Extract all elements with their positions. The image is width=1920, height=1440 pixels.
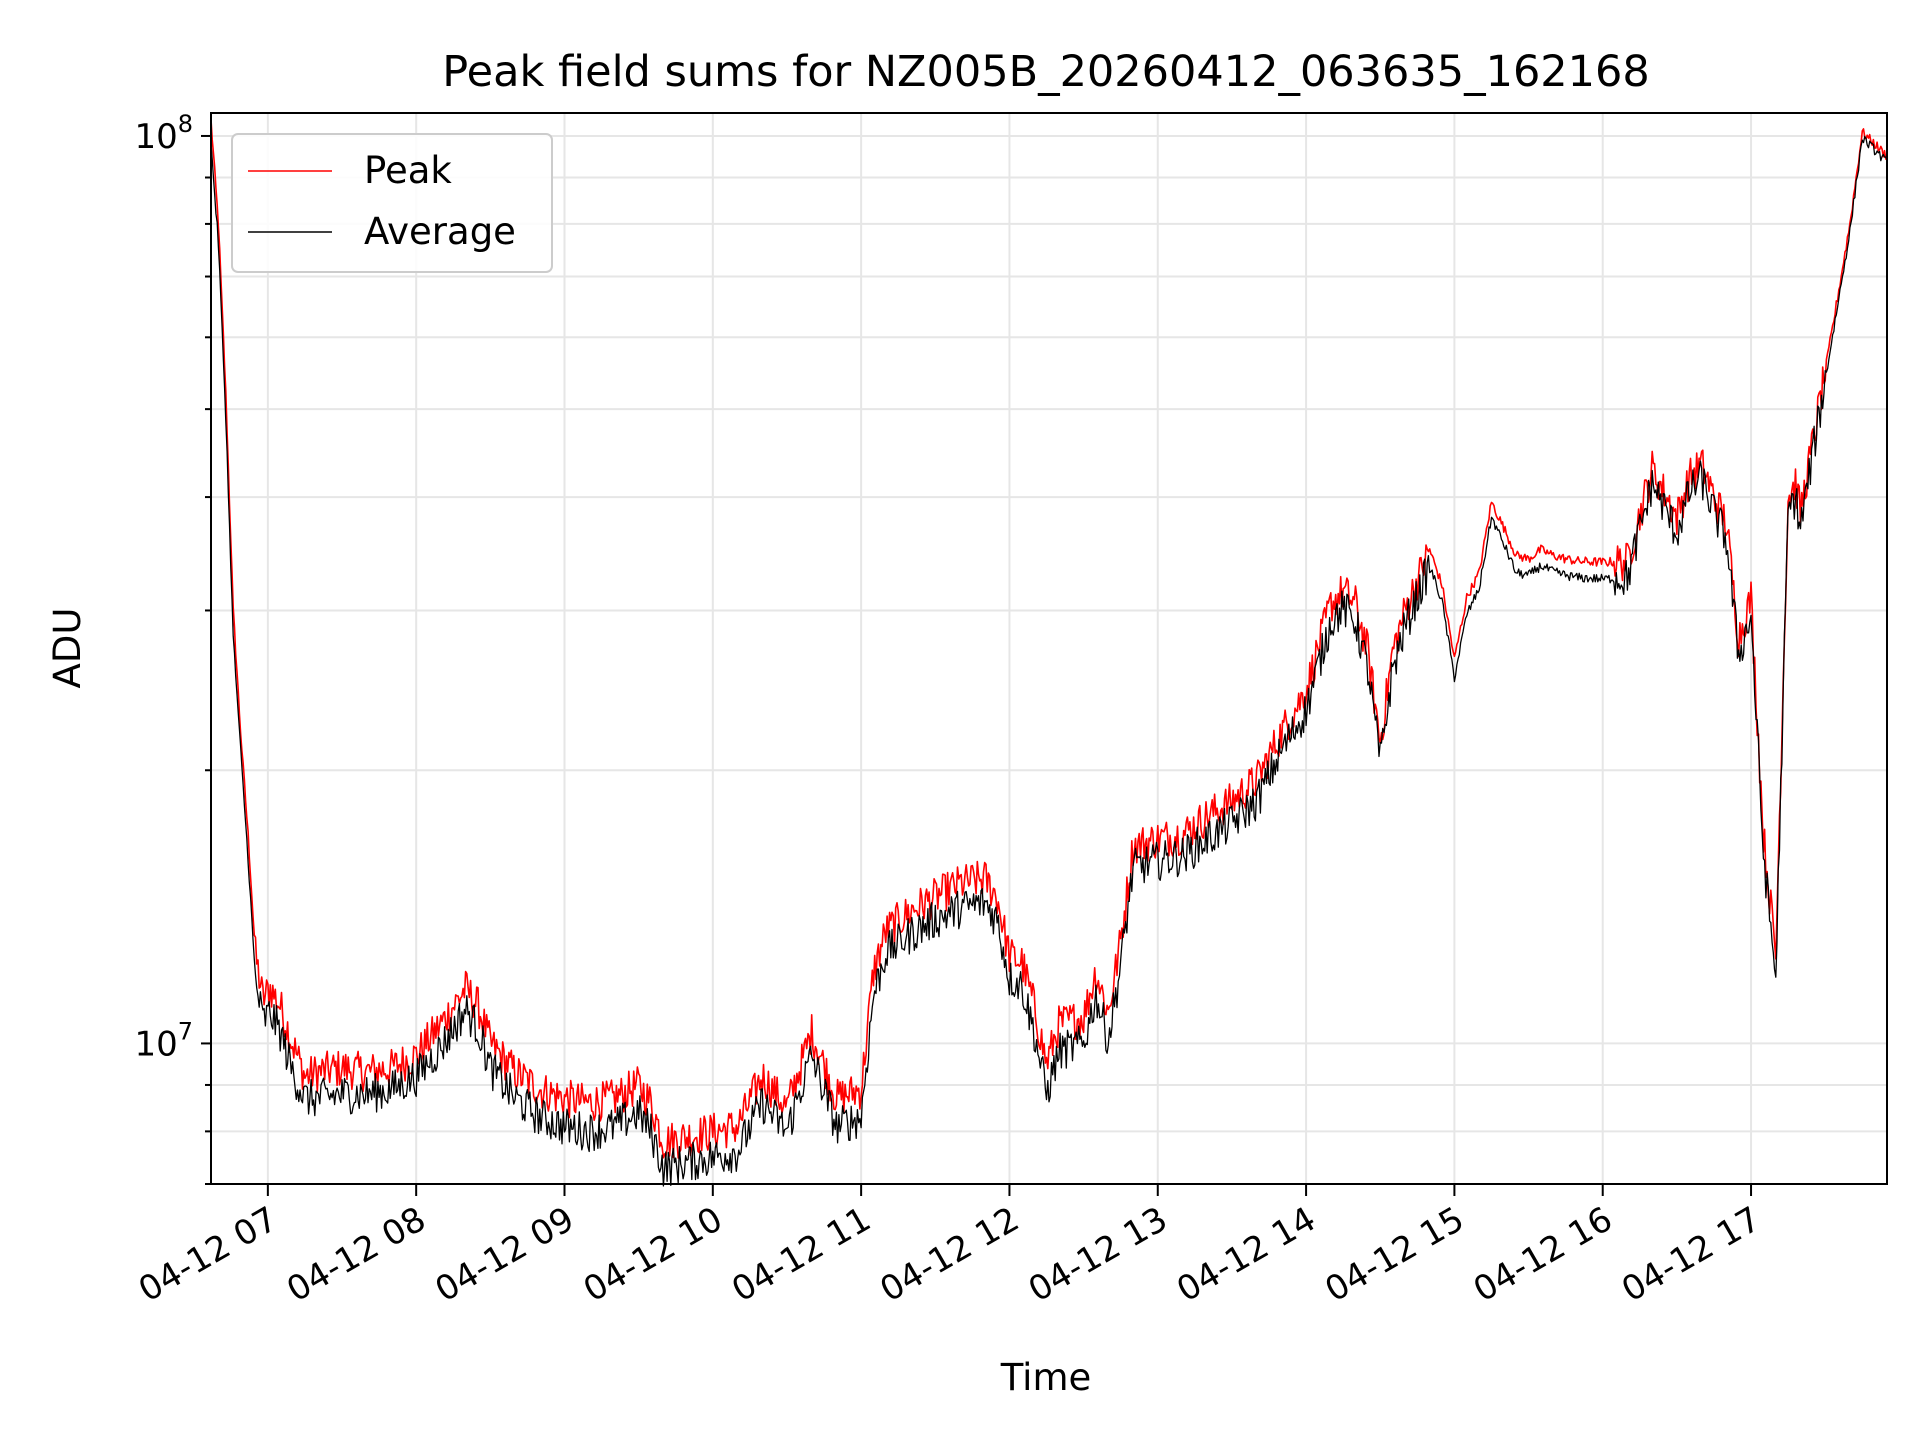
grid <box>211 113 1887 1185</box>
y-tick-label: 107 <box>134 1017 193 1064</box>
legend: Peak Average <box>231 133 553 273</box>
x-axis-label: Time <box>1000 1356 1092 1399</box>
y-tick-label: 108 <box>134 110 193 157</box>
y-tick-label-exponent: 7 <box>178 1017 193 1045</box>
legend-label-peak: Peak <box>364 149 452 192</box>
plot-frame <box>210 112 1888 1185</box>
chart-title: Peak field sums for NZ005B_20260412_0636… <box>442 47 1650 97</box>
series-line-peak <box>210 118 1888 1159</box>
y-axis-label: ADU <box>46 608 89 689</box>
series-line-average <box>210 135 1888 1187</box>
y-tick-label-base: 10 <box>134 1024 177 1064</box>
legend-label-average: Average <box>364 210 516 253</box>
legend-box <box>231 133 553 273</box>
series-layer <box>210 118 1888 1187</box>
y-tick-label-base: 10 <box>134 117 177 157</box>
y-tick-label-exponent: 8 <box>178 110 193 138</box>
